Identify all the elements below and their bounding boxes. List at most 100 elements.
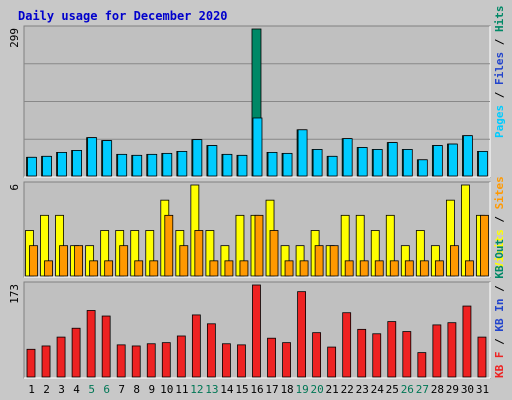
- bar-sites: [329, 245, 339, 277]
- bar-kb: [131, 345, 141, 378]
- bar-sites: [149, 260, 159, 277]
- bar-kb: [372, 333, 382, 378]
- legend-bottom: KB F / KB In / KB Out: [493, 239, 506, 378]
- x-tick-label: 25: [386, 383, 399, 396]
- bar-pages: [117, 153, 128, 177]
- bar-kb: [477, 336, 487, 378]
- x-tick-label: 27: [416, 383, 429, 396]
- bar-pages: [267, 152, 278, 177]
- bar-sites: [314, 245, 324, 277]
- bar-kb: [222, 343, 231, 378]
- x-tick-label: 19: [295, 383, 308, 396]
- x-tick-label: 26: [401, 383, 414, 396]
- x-tick-label: 17: [265, 383, 278, 396]
- bar-pages: [327, 155, 338, 177]
- bar-pages: [357, 147, 368, 177]
- bar-sites: [480, 214, 489, 277]
- x-axis-day-labels: 1 2 3 4 5 6 7 8 9 10 11 12 13 14 15 16 17 18 19 20 21 22 23 24 2…: [28, 383, 489, 396]
- bar-pages: [448, 143, 458, 177]
- x-tick-label: 8: [133, 383, 140, 396]
- legend-item: Pages: [493, 105, 506, 138]
- legend-top: Pages / Files / Hits: [493, 6, 506, 139]
- bar-pages: [132, 154, 143, 177]
- bar-kb: [86, 310, 96, 378]
- bar-sites: [239, 260, 249, 277]
- bar-kb: [327, 346, 337, 378]
- bar-sites: [59, 245, 68, 277]
- bar-kb: [462, 305, 472, 378]
- legend-middle: Visits / Sites: [493, 176, 506, 269]
- bar-sites: [284, 260, 294, 277]
- x-tick-label: 2: [43, 383, 50, 396]
- legend-item: Visits: [493, 229, 506, 269]
- bar-sites: [29, 245, 38, 277]
- bar-kb: [417, 352, 427, 378]
- x-tick-label: 5: [88, 383, 95, 396]
- bar-kb: [71, 327, 81, 378]
- bar-pages: [402, 149, 413, 177]
- x-tick-label: 30: [461, 383, 474, 396]
- bar-kb: [357, 328, 367, 378]
- x-tick-label: 29: [446, 383, 459, 396]
- panel-top: 299 Pages / Files / Hits: [8, 6, 506, 178]
- x-tick-label: 23: [356, 383, 369, 396]
- bar-pages: [177, 151, 188, 177]
- x-tick-label: 4: [73, 383, 80, 396]
- bar-kb: [101, 315, 111, 378]
- bar-sites: [389, 260, 399, 277]
- x-tick-label: 16: [250, 383, 263, 396]
- bar-pages: [342, 138, 353, 177]
- legend-text-top: Pages / Files / Hits: [493, 6, 506, 139]
- bar-kb: [161, 342, 171, 378]
- bar-sites: [89, 260, 99, 277]
- x-tick-label: 13: [205, 383, 218, 396]
- x-tick-label: 3: [58, 383, 65, 396]
- legend-separator: /: [493, 279, 506, 299]
- x-tick-label: 28: [431, 383, 444, 396]
- x-tick-label: 10: [160, 383, 173, 396]
- bar-pages: [207, 145, 218, 177]
- bar-sites: [134, 260, 144, 277]
- y-max-label-middle: 6: [8, 184, 21, 191]
- bar-kb: [146, 343, 156, 378]
- bar-kb: [176, 335, 186, 378]
- bar-kb: [237, 344, 246, 378]
- legend-separator: /: [493, 332, 506, 352]
- legend-item: Hits: [493, 6, 506, 33]
- bar-pages: [72, 150, 82, 177]
- bar-sites: [374, 260, 384, 277]
- bar-sites: [44, 260, 53, 277]
- bar-kb: [26, 348, 36, 378]
- bar-pages: [387, 142, 398, 177]
- bar-kb: [387, 321, 397, 378]
- x-tick-label: 9: [148, 383, 155, 396]
- bar-pages: [463, 135, 473, 177]
- legend-item: KB Out: [493, 239, 506, 279]
- bar-pages: [417, 159, 428, 177]
- x-tick-label: 6: [103, 383, 110, 396]
- bar-pages: [102, 140, 113, 177]
- bar-pages: [312, 149, 323, 177]
- bar-sites: [344, 260, 354, 277]
- bar-pages: [478, 151, 488, 177]
- bar-pages: [222, 153, 233, 177]
- bar-pages: [297, 129, 308, 177]
- bar-kb: [252, 284, 261, 378]
- bar-kb: [41, 345, 51, 378]
- legend-separator: /: [493, 85, 506, 105]
- x-tick-label: 31: [476, 383, 489, 396]
- bar-kb: [191, 314, 201, 378]
- legend-separator: /: [493, 209, 506, 229]
- bar-sites: [194, 230, 204, 277]
- bar-sites: [164, 214, 174, 277]
- bar-sites: [404, 260, 414, 277]
- bar-sites: [450, 245, 459, 277]
- x-tick-label: 24: [371, 383, 385, 396]
- bar-pages: [192, 139, 203, 177]
- bar-sites: [104, 260, 114, 277]
- bar-sites: [209, 260, 219, 277]
- x-tick-label: 15: [235, 383, 248, 396]
